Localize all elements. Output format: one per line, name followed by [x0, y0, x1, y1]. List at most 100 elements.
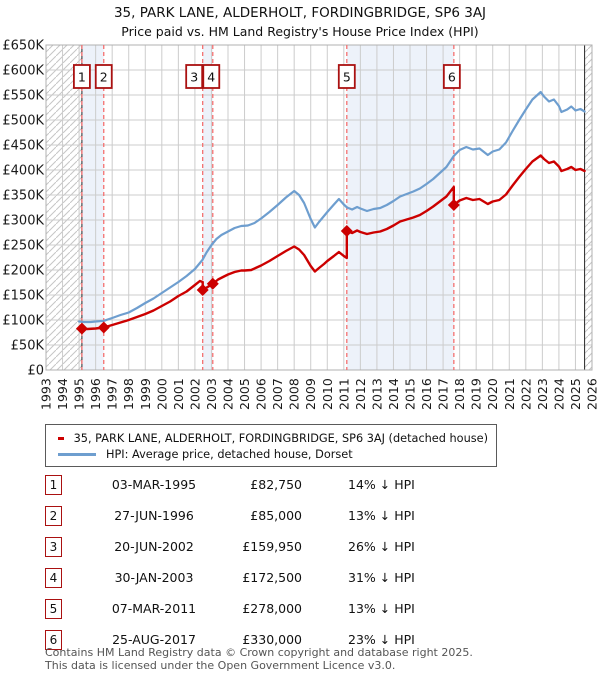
y-axis-label: £200K: [2, 264, 44, 279]
no-data-hatch-right: [584, 45, 592, 370]
page-title: 35, PARK LANE, ALDERHOLT, FORDINGBRIDGE,…: [113, 5, 487, 21]
price-history-chart: 1 2 3 4 5 6£0£50K£100K£150K£200K£250K£300K£35…: [2, 39, 600, 411]
y-axis-label: £550K: [2, 89, 44, 104]
hpi-line-swatch: [58, 452, 96, 456]
x-axis-label: 2020: [485, 378, 500, 410]
x-axis-label: 2017: [436, 378, 451, 410]
sale-label-number: 3: [190, 70, 198, 85]
transaction-hpi-delta: 13% ↓ HPI: [348, 508, 415, 523]
x-axis-label: 2012: [353, 378, 368, 410]
transaction-number-badge: 5: [45, 598, 62, 619]
sale-marker: [75, 322, 88, 335]
license-footer: Contains HM Land Registry data © Crown c…: [45, 646, 473, 673]
sale-marker: [340, 225, 353, 237]
no-data-hatch-left: [46, 45, 82, 370]
transaction-hpi-delta: 26% ↓ HPI: [348, 539, 415, 554]
x-axis-label: 1997: [105, 378, 120, 410]
x-axis-label: 1994: [55, 378, 70, 410]
transaction-row: 5 07-MAR-2011 £278,000 13% ↓ HPI: [45, 593, 565, 624]
x-axis-label: 2025: [568, 378, 583, 410]
x-axis-label: 1996: [88, 378, 103, 410]
transactions-table: 1 03-MAR-1995 £82,750 14% ↓ HPI 2 27-JUN-1996…: [45, 469, 565, 655]
x-axis-label: 2014: [386, 378, 401, 410]
sale-label-box: [73, 64, 91, 89]
x-axis-label: 2007: [270, 378, 285, 410]
x-axis-label: 2026: [585, 378, 600, 410]
x-axis-label: 2001: [171, 378, 186, 410]
x-axis-label: 2010: [320, 378, 335, 410]
transaction-row: 4 30-JAN-2003 £172,500 31% ↓ HPI: [45, 562, 565, 593]
transaction-row: 6 25-AUG-2017 £330,000 23% ↓ HPI: [45, 624, 565, 655]
y-axis-label: £150K: [2, 289, 44, 304]
footer-line-1: Contains HM Land Registry data © Crown c…: [45, 646, 473, 659]
legend-item-hpi: HPI: Average price, detached house, Dors…: [54, 446, 488, 462]
transaction-date: 07-MAR-2011: [111, 601, 197, 616]
ownership-band: [81, 45, 104, 370]
footer-line-2: This data is licensed under the Open Gov…: [45, 658, 396, 672]
x-axis-label: 1999: [138, 378, 153, 410]
x-axis-label: 2004: [221, 378, 236, 410]
x-axis-label: 2022: [518, 378, 533, 410]
sale-label-box: [337, 64, 356, 89]
transaction-price: £85,000: [250, 508, 302, 523]
transaction-date: 25-AUG-2017: [112, 632, 196, 647]
transaction-price: £159,950: [242, 539, 302, 554]
y-axis-label: £400K: [2, 164, 44, 179]
x-axis-label: 1998: [121, 378, 136, 410]
transaction-price: £82,750: [250, 477, 302, 492]
transaction-number-badge: 1: [45, 474, 62, 495]
x-axis-label: 2005: [237, 378, 252, 410]
x-axis-label: 1993: [39, 378, 54, 410]
sale-label-number: 1: [78, 70, 86, 85]
y-axis-label: £500K: [2, 114, 44, 129]
transaction-date: 27-JUN-1996: [114, 508, 194, 523]
sale-marker: [447, 199, 460, 211]
sale-label-number: 4: [207, 70, 215, 85]
transaction-hpi-delta: 14% ↓ HPI: [348, 477, 415, 492]
transaction-date: 03-MAR-1995: [111, 477, 197, 492]
sale-label-box: [442, 64, 461, 89]
page-subtitle: Price paid vs. HM Land Registry's House …: [121, 24, 479, 39]
price-line-swatch: [58, 436, 64, 440]
price-paid-line: [80, 154, 586, 331]
sale-label-box: [202, 64, 221, 89]
y-axis-label: £650K: [2, 39, 44, 54]
x-axis-label: 2023: [535, 378, 550, 410]
x-axis-label: 2009: [303, 378, 318, 410]
transaction-row: 1 03-MAR-1995 £82,750 14% ↓ HPI: [45, 469, 565, 500]
x-axis-label: 2003: [204, 378, 219, 410]
y-axis-label: £100K: [2, 314, 44, 329]
y-axis-label: £450K: [2, 139, 44, 154]
y-axis-label: £600K: [2, 64, 44, 79]
x-axis-label: 2002: [187, 378, 202, 410]
x-axis-label: 2021: [502, 378, 517, 410]
legend-label: HPI: Average price, detached house, Dors…: [106, 447, 353, 461]
y-axis-label: £250K: [2, 239, 44, 254]
transaction-hpi-delta: 13% ↓ HPI: [348, 601, 415, 616]
y-axis-label: £350K: [2, 189, 44, 204]
x-axis-label: 2008: [287, 378, 302, 410]
ownership-band: [346, 45, 454, 370]
sale-label-number: 2: [100, 70, 108, 85]
transaction-date: 20-JUN-2002: [114, 539, 194, 554]
transaction-hpi-delta: 31% ↓ HPI: [348, 570, 415, 585]
sale-marker: [206, 277, 219, 290]
sale-label-box: [185, 64, 204, 89]
sale-label-number: 5: [343, 70, 351, 85]
x-axis-label: 2006: [254, 378, 269, 410]
plot-border: [45, 44, 593, 371]
ownership-band: [202, 45, 213, 370]
sale-marker: [97, 321, 110, 334]
hpi-line: [77, 90, 586, 324]
x-axis-label: 2000: [154, 378, 169, 410]
x-axis-label: 2019: [469, 378, 484, 410]
transaction-number-badge: 4: [45, 567, 62, 588]
x-axis-label: 2024: [551, 378, 566, 410]
legend-label: 35, PARK LANE, ALDERHOLT, FORDINGBRIDGE,…: [73, 431, 488, 445]
y-axis-label: £300K: [2, 214, 44, 229]
x-axis-label: 2015: [403, 378, 418, 410]
x-axis-label: 1995: [72, 378, 87, 410]
sale-marker: [196, 284, 209, 297]
sale-label-box: [94, 64, 113, 89]
